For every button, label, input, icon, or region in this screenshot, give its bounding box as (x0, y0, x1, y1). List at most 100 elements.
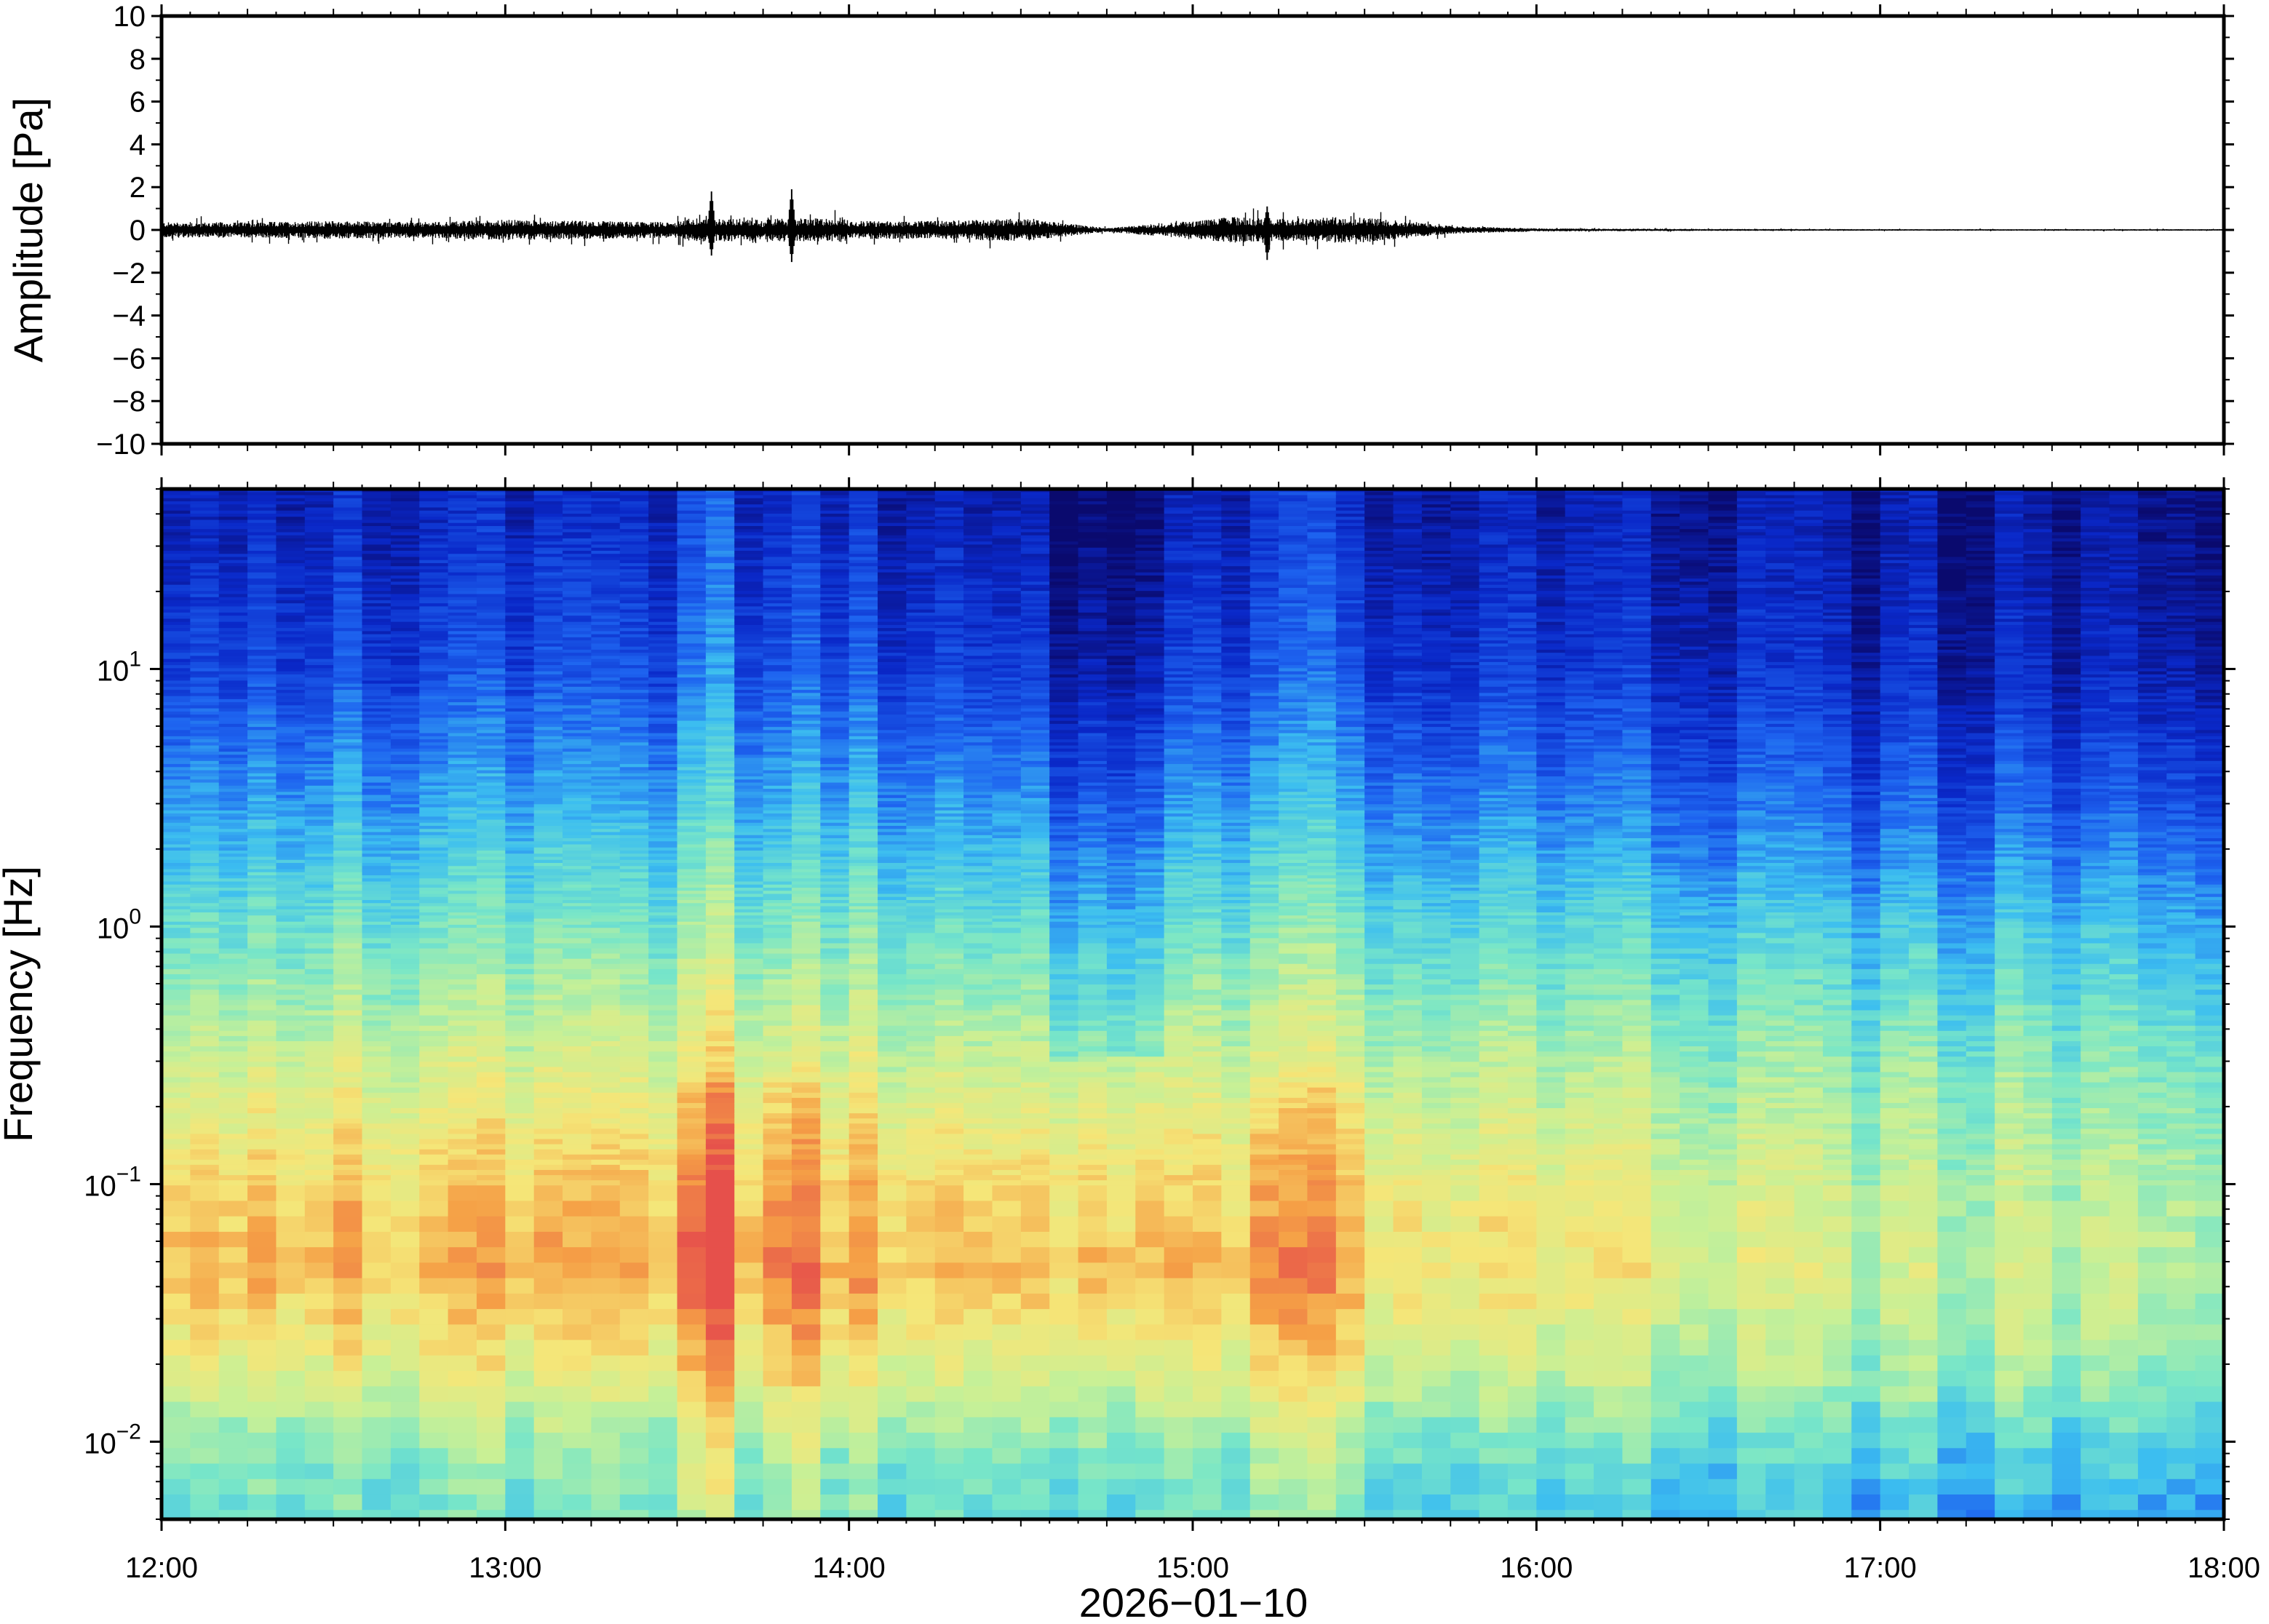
spectrogram-cell (619, 1035, 649, 1042)
spectrogram-cell (218, 532, 248, 536)
spectrogram-cell (247, 841, 277, 845)
spectrogram-cell (419, 938, 449, 944)
spectrogram-cell (304, 887, 334, 891)
spectrogram-cell (276, 776, 306, 780)
spectrogram-cell (218, 1051, 248, 1057)
spectrogram-cell (162, 921, 191, 926)
spectrogram-cell (304, 717, 334, 722)
spectrogram-cell (304, 544, 334, 549)
spectrogram-cell (390, 878, 420, 883)
spectrogram-cell (505, 646, 535, 650)
spectrogram-cell (304, 581, 334, 586)
spectrogram-cell (533, 875, 563, 879)
spectrogram-cell (362, 953, 392, 960)
spectrogram-cell (333, 575, 363, 579)
spectrogram-cell (619, 1015, 649, 1022)
spectrogram-cell (333, 915, 363, 920)
spectrogram-cell (677, 653, 707, 656)
spectrogram-cell (619, 1417, 649, 1433)
spectrogram-cell (791, 683, 821, 688)
spectrogram-cell (419, 495, 449, 499)
spectrogram-cell (448, 1123, 477, 1129)
spectrogram-cell (763, 1134, 792, 1140)
spectrogram-cell (419, 816, 449, 821)
spectrogram-cell (218, 665, 248, 669)
spectrogram-cell (677, 730, 707, 734)
spectrogram-cell (419, 881, 449, 885)
spectrogram-cell (763, 606, 792, 610)
spectrogram-cell (247, 631, 277, 635)
spectrogram-cell (333, 609, 363, 613)
spectrogram-cell (162, 665, 191, 669)
spectrogram-cell (190, 832, 220, 836)
spectrogram-cell (763, 953, 792, 960)
spectrogram-cell (390, 600, 420, 604)
spectrogram-cell (419, 1108, 449, 1114)
spectrogram-cell (333, 727, 363, 731)
spectrogram-cell (505, 739, 535, 743)
spectrogram-cell (533, 797, 563, 802)
spectrogram-cell (648, 683, 678, 688)
spectrogram-cell (763, 1478, 792, 1495)
spectrogram-cell (276, 520, 306, 524)
spectrogram-cell (734, 859, 764, 864)
spectrogram-cell (648, 1108, 678, 1114)
spectrogram-cell (247, 1035, 277, 1042)
spectrogram-cell (247, 1113, 277, 1119)
spectrogram-cell (304, 933, 334, 939)
spectrogram-cell (505, 517, 535, 521)
spectrogram-cell (734, 869, 764, 873)
spectrogram-cell (591, 891, 621, 895)
spectrogram-cell (677, 720, 707, 725)
spectrogram-cell (763, 522, 792, 527)
spectrogram-cell (563, 1067, 592, 1073)
spectrogram-cell (362, 1355, 392, 1372)
spectrogram-cell (563, 835, 592, 839)
spectrogram-cell (276, 594, 306, 598)
spectrogram-cell (763, 702, 792, 706)
spectrogram-cell (591, 562, 621, 567)
spectrogram-cell (390, 680, 420, 685)
spectrogram-cell (448, 597, 477, 601)
spectrogram-cell (476, 1231, 506, 1248)
spectrogram-cell (276, 727, 306, 731)
spectrogram-cell (505, 797, 535, 802)
spectrogram-cell (648, 990, 678, 995)
spectrogram-cell (563, 1025, 592, 1032)
spectrogram-heatmap (162, 489, 2225, 1520)
spectrogram-cell (247, 906, 277, 910)
spectrogram-cell (390, 792, 420, 796)
spectrogram-cell (677, 748, 707, 752)
spectrogram-cell (677, 575, 707, 579)
spectrogram-cell (304, 851, 334, 854)
spectrogram-cell (619, 912, 649, 916)
spectrogram-cell (763, 1067, 792, 1073)
spectrogram-cell (448, 720, 477, 725)
spectrogram-cell (448, 1077, 477, 1083)
spectrogram-cell (619, 557, 649, 561)
spectrogram-cell (591, 1067, 621, 1073)
spectrogram-cell (648, 918, 678, 923)
spectrogram-cell (190, 896, 220, 901)
spectrogram-cell (591, 1324, 621, 1341)
spectrogram-cell (276, 1030, 306, 1037)
spectrogram-cell (218, 637, 248, 641)
spectrogram-cell (619, 1144, 649, 1150)
spectrogram-cell (791, 606, 821, 610)
spectrogram-cell (533, 606, 563, 610)
spectrogram-cell (362, 872, 392, 876)
spectrogram-cell (505, 853, 535, 858)
spectrogram-cell (533, 1386, 563, 1403)
spectrogram-cell (619, 810, 649, 814)
spectrogram-cell (162, 878, 191, 883)
spectrogram-cell (505, 668, 535, 672)
spectrogram-cell (419, 550, 449, 554)
spectrogram-cell (476, 1448, 506, 1465)
spectrogram-cell (276, 1144, 306, 1150)
spectrogram-cell (533, 1030, 563, 1037)
spectrogram-cell (648, 847, 678, 851)
spectrogram-cell (677, 717, 707, 722)
spectrogram-cell (419, 1051, 449, 1057)
spectrogram-cell (705, 1077, 735, 1083)
spectrogram-cell (591, 859, 621, 864)
